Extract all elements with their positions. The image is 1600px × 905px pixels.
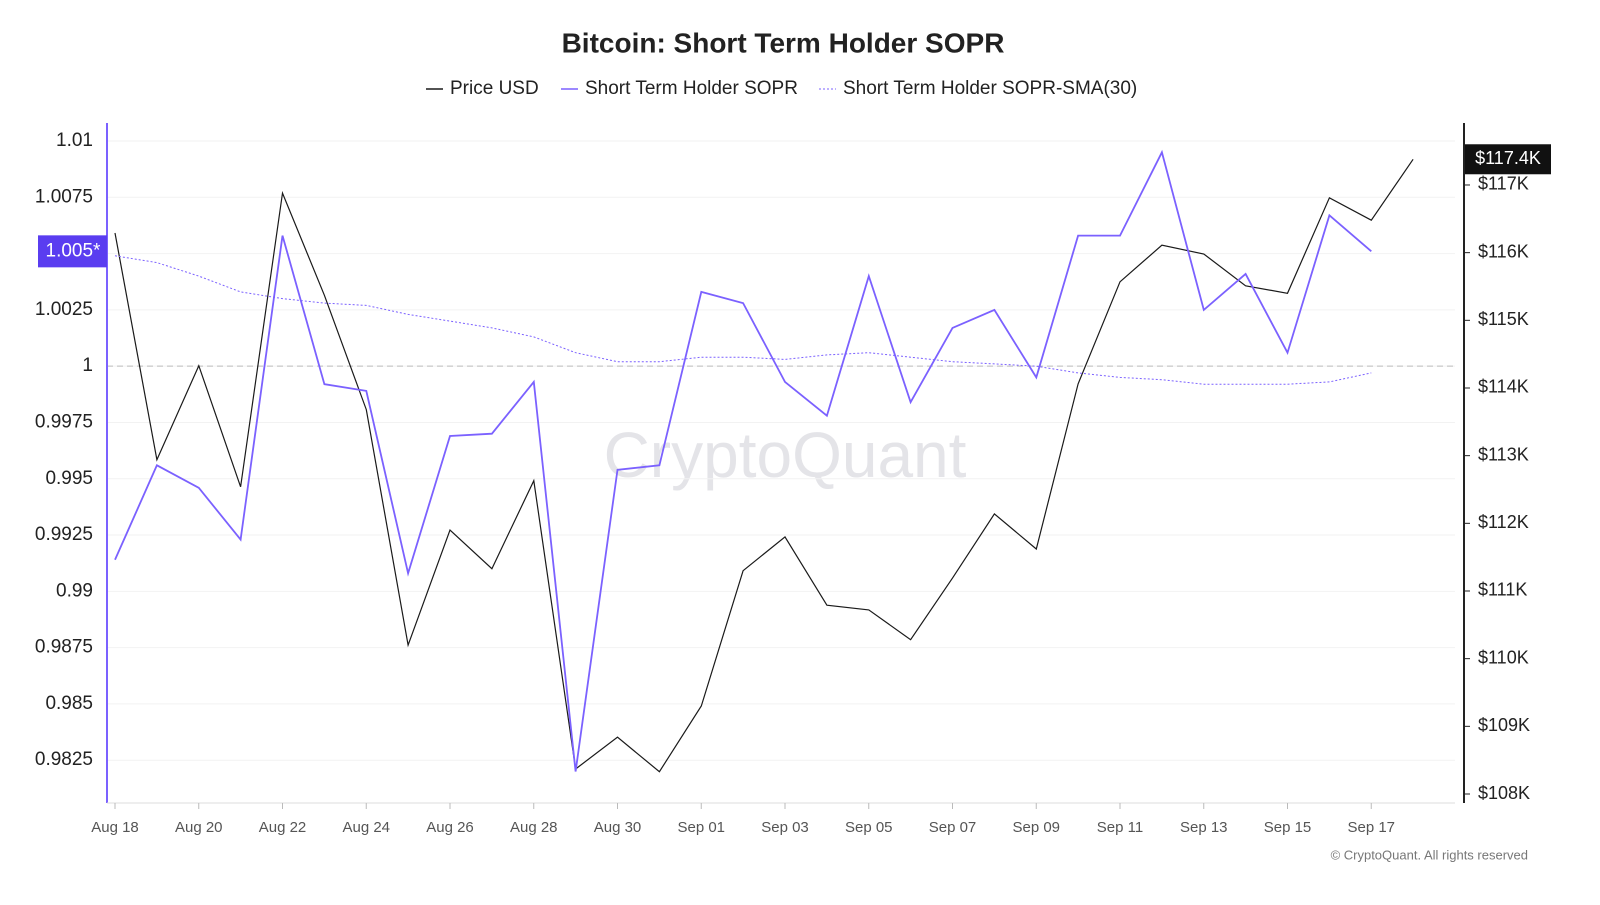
watermark: CryptoQuant [604, 419, 967, 491]
last-value-label: 1.005* [46, 240, 102, 261]
y-tick-label: 0.9875 [35, 637, 93, 658]
y2-tick-label: $110K [1478, 647, 1529, 667]
footer: © CryptoQuant. All rights reserved [1331, 847, 1528, 862]
x-tick-label: Sep 03 [761, 819, 809, 836]
y-tick-label: 0.9975 [35, 411, 93, 432]
x-tick-label: Aug 26 [426, 819, 474, 836]
x-tick-label: Sep 15 [1264, 819, 1312, 836]
last-value-label: $117.4K [1475, 148, 1541, 168]
last-value-tag [1465, 144, 1551, 175]
x-tick-label: Aug 18 [91, 819, 139, 836]
x-tick-label: Aug 30 [594, 819, 642, 836]
y2-tick-label: $113K [1478, 444, 1529, 464]
x-tick-label: Sep 17 [1347, 819, 1395, 836]
x-tick-label: Aug 20 [175, 819, 223, 836]
y-tick-label: 1 [82, 355, 93, 376]
x-tick-label: Sep 01 [677, 819, 725, 836]
x-tick-label: Sep 09 [1012, 819, 1060, 836]
y-tick-label: 1.01 [56, 130, 93, 151]
x-tick-label: Sep 07 [929, 819, 977, 836]
y2-tick-label: $115K [1478, 309, 1529, 329]
series-line [114, 255, 1372, 385]
x-tick-label: Aug 24 [342, 819, 390, 836]
y-tick-label: 1.0075 [35, 186, 93, 207]
last-value-tag [38, 235, 107, 268]
x-tick-label: Sep 05 [845, 819, 893, 836]
y2-tick-label: $117K [1478, 174, 1529, 194]
legend-label: Short Term Holder SOPR-SMA(30) [843, 78, 1137, 99]
chart-title: Bitcoin: Short Term Holder SOPR [562, 27, 1005, 58]
legend-label: Price USD [450, 78, 539, 99]
series-line [114, 158, 1414, 773]
y-tick-label: 0.9925 [35, 524, 93, 545]
x-tick-label: Aug 22 [259, 819, 307, 836]
x-tick-label: Aug 28 [510, 819, 558, 836]
y2-tick-label: $112K [1478, 512, 1529, 532]
legend-label: Short Term Holder SOPR [585, 78, 798, 99]
y2-tick-label: $116K [1478, 241, 1529, 261]
y2-tick-label: $109K [1478, 715, 1530, 735]
x-tick-label: Sep 11 [1097, 819, 1143, 836]
series-line [114, 149, 1372, 772]
y-tick-label: 0.995 [45, 468, 93, 489]
y2-tick-label: $114K [1478, 377, 1529, 397]
y-tick-label: 0.985 [45, 693, 93, 714]
x-tick-label: Sep 13 [1180, 819, 1228, 836]
y-tick-label: 0.99 [56, 580, 93, 601]
y2-tick-label: $111K [1478, 580, 1527, 600]
y2-tick-label: $108K [1478, 783, 1530, 803]
y-tick-label: 0.9825 [35, 749, 93, 770]
y-tick-label: 1.0025 [35, 299, 93, 320]
